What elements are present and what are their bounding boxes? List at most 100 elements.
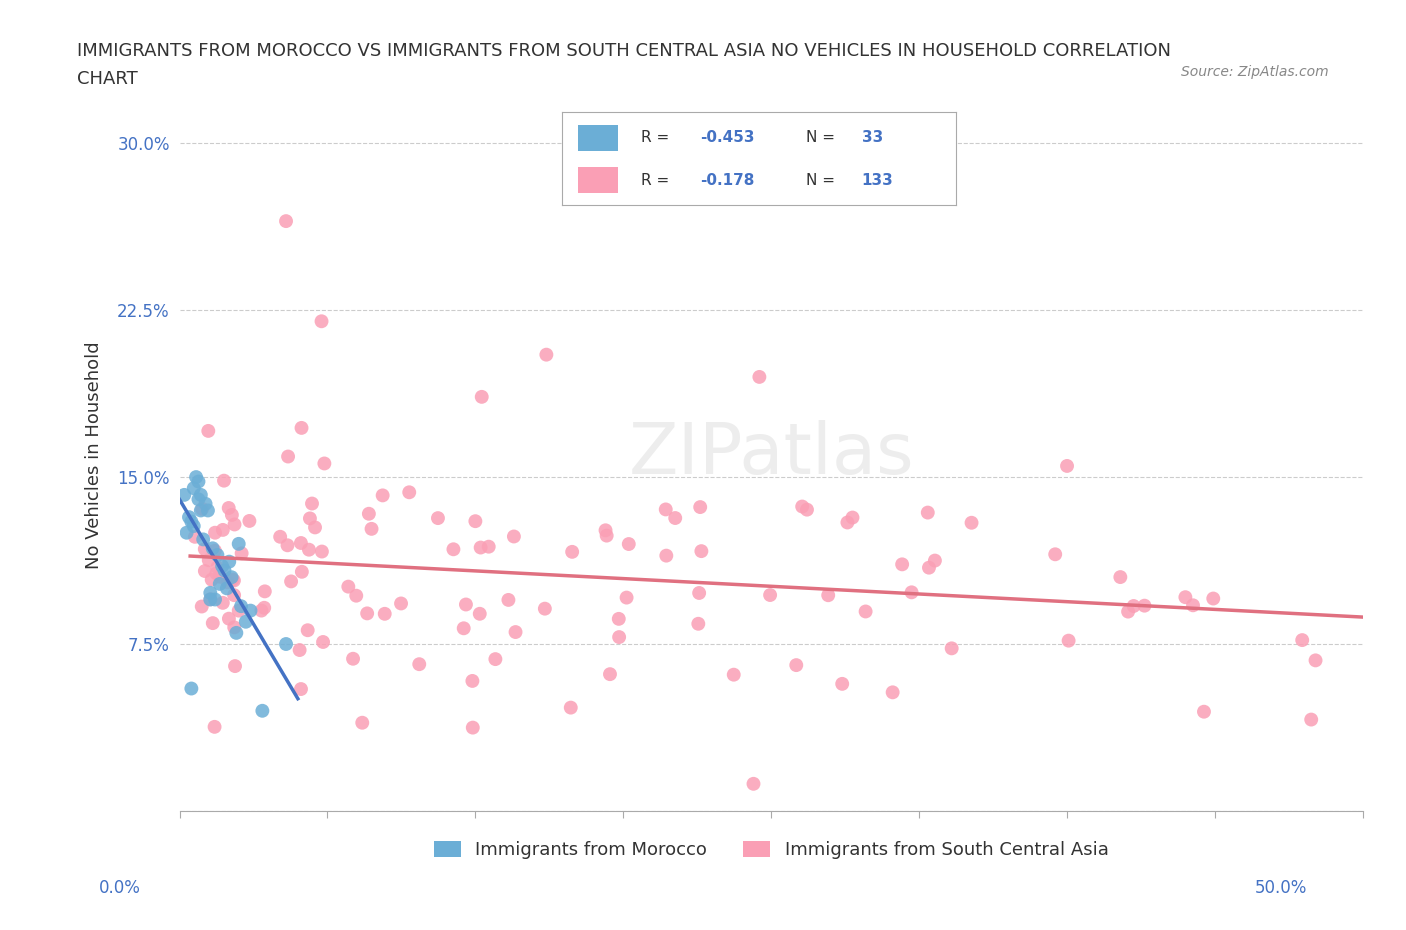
Point bbox=[453, 621, 475, 636]
Point bbox=[218, 554, 240, 569]
Point bbox=[595, 528, 617, 543]
Point bbox=[238, 513, 260, 528]
Point bbox=[357, 506, 380, 521]
Text: 33: 33 bbox=[862, 130, 883, 145]
Point bbox=[1122, 599, 1144, 614]
Point bbox=[180, 514, 202, 529]
Point bbox=[194, 564, 217, 578]
Point bbox=[211, 595, 233, 610]
Text: 0.0%: 0.0% bbox=[98, 879, 141, 897]
Point bbox=[841, 511, 863, 525]
Point bbox=[461, 673, 484, 688]
Point bbox=[197, 503, 219, 518]
Point bbox=[214, 564, 236, 578]
Point bbox=[194, 497, 217, 512]
Text: ZIPatlas: ZIPatlas bbox=[628, 420, 914, 489]
Point bbox=[314, 456, 336, 471]
Point bbox=[224, 517, 246, 532]
Point bbox=[218, 500, 240, 515]
Point bbox=[231, 546, 253, 561]
FancyBboxPatch shape bbox=[578, 125, 617, 151]
Point bbox=[792, 499, 814, 514]
Point bbox=[1045, 547, 1067, 562]
Y-axis label: No Vehicles in Household: No Vehicles in Household bbox=[86, 341, 103, 568]
Point bbox=[607, 630, 630, 644]
Point bbox=[228, 537, 250, 551]
Point bbox=[180, 681, 202, 696]
Point bbox=[595, 523, 617, 538]
Point bbox=[187, 492, 209, 507]
Point bbox=[183, 519, 205, 534]
Point bbox=[468, 606, 491, 621]
Point bbox=[205, 566, 228, 581]
Point bbox=[173, 487, 195, 502]
Point bbox=[817, 588, 839, 603]
Point bbox=[941, 641, 963, 656]
Point bbox=[222, 573, 245, 588]
Point bbox=[225, 626, 247, 641]
Point bbox=[837, 515, 859, 530]
Point bbox=[191, 501, 214, 516]
Point bbox=[221, 508, 243, 523]
Point bbox=[194, 541, 217, 556]
Point bbox=[197, 552, 219, 567]
Point bbox=[224, 588, 246, 603]
Point bbox=[655, 548, 678, 563]
Point bbox=[344, 589, 367, 604]
Point bbox=[312, 634, 335, 649]
Point bbox=[1182, 598, 1205, 613]
Point bbox=[484, 652, 506, 667]
Point bbox=[311, 313, 333, 328]
Point bbox=[688, 586, 710, 601]
Point bbox=[461, 720, 484, 735]
Point bbox=[207, 560, 229, 575]
Point bbox=[228, 604, 250, 618]
Point bbox=[599, 667, 621, 682]
Point bbox=[371, 488, 394, 503]
Point bbox=[342, 651, 364, 666]
Point bbox=[274, 214, 297, 229]
Point bbox=[197, 423, 219, 438]
Point bbox=[891, 557, 914, 572]
Point bbox=[204, 543, 226, 558]
Text: -0.178: -0.178 bbox=[700, 173, 755, 188]
Point bbox=[221, 572, 243, 587]
Text: Source: ZipAtlas.com: Source: ZipAtlas.com bbox=[1181, 65, 1329, 79]
Point bbox=[229, 599, 252, 614]
Point bbox=[374, 606, 396, 621]
Point bbox=[224, 620, 246, 635]
Point bbox=[924, 553, 946, 568]
Point bbox=[617, 537, 640, 551]
Text: R =: R = bbox=[641, 173, 675, 188]
Point bbox=[201, 572, 224, 587]
Point bbox=[1174, 590, 1197, 604]
Point bbox=[748, 369, 770, 384]
Text: CHART: CHART bbox=[77, 70, 138, 87]
Point bbox=[1057, 633, 1080, 648]
Point bbox=[759, 588, 782, 603]
Point bbox=[200, 585, 222, 600]
Point bbox=[269, 529, 291, 544]
Point bbox=[298, 542, 321, 557]
Point bbox=[290, 682, 312, 697]
Point bbox=[1202, 591, 1225, 606]
Point bbox=[664, 511, 686, 525]
Point bbox=[690, 544, 713, 559]
Point bbox=[212, 473, 235, 488]
Point bbox=[1109, 570, 1132, 585]
Point bbox=[796, 502, 818, 517]
Point bbox=[217, 575, 239, 590]
Point bbox=[655, 502, 678, 517]
Point bbox=[398, 485, 420, 499]
Point bbox=[470, 540, 492, 555]
Point bbox=[239, 604, 262, 618]
Point bbox=[536, 347, 558, 362]
Point bbox=[250, 604, 273, 618]
Point bbox=[426, 511, 449, 525]
Point bbox=[503, 529, 526, 544]
Point bbox=[471, 390, 494, 405]
Point bbox=[290, 536, 312, 551]
Point bbox=[208, 569, 231, 584]
Point bbox=[252, 703, 274, 718]
Point bbox=[855, 604, 877, 618]
